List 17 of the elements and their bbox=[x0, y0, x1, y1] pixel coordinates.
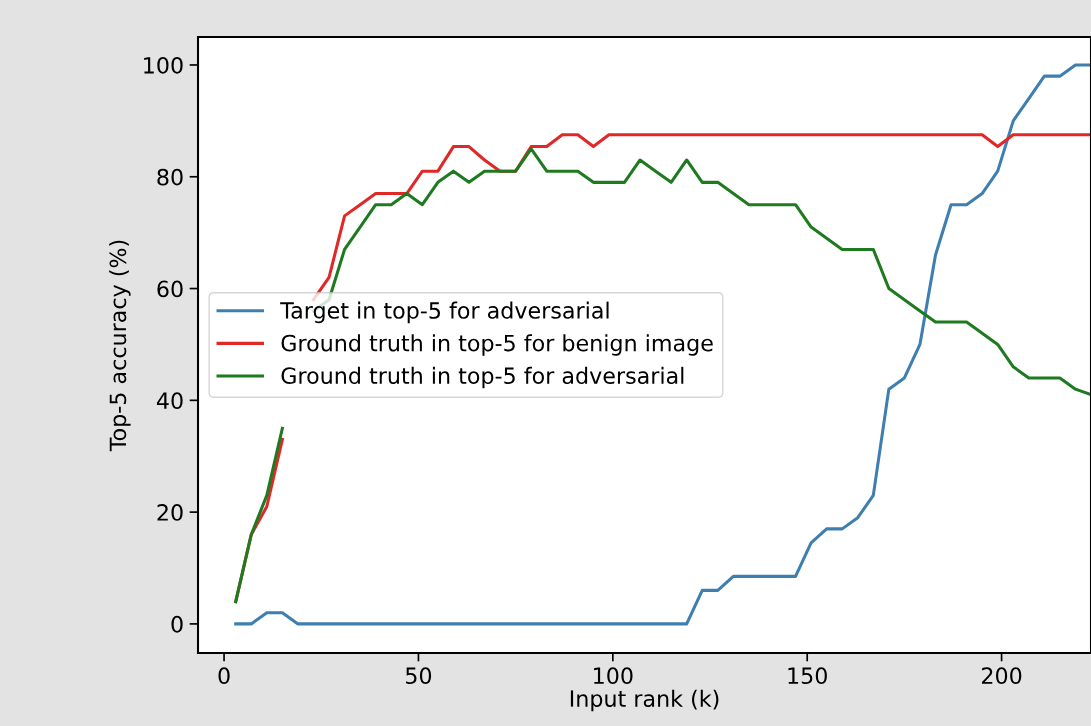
x-tick-label: 50 bbox=[406, 667, 432, 685]
legend-label: Ground truth in top-5 for adversarial bbox=[281, 366, 684, 389]
x-axis-title: Input rank (k) bbox=[570, 689, 719, 712]
line-series bbox=[234, 63, 1091, 626]
x-tick-label: 100 bbox=[594, 667, 633, 685]
y-tick-label: 0 bbox=[171, 615, 183, 633]
x-tick-label: 0 bbox=[218, 667, 230, 685]
y-tick-label: 80 bbox=[157, 168, 183, 186]
y-tick-label: 100 bbox=[144, 56, 183, 74]
y-tick-label: 20 bbox=[157, 504, 183, 521]
y-axis-title: Top-5 accuracy (%) bbox=[109, 240, 131, 452]
x-tick-label: 200 bbox=[982, 667, 1022, 685]
y-tick-label: 60 bbox=[157, 280, 183, 298]
legend-label: Ground truth in top-5 for benign image bbox=[281, 334, 713, 356]
legend-label: Target in top-5 for adversarial bbox=[280, 301, 609, 324]
y-tick-label: 40 bbox=[156, 392, 183, 410]
x-tick-label: 150 bbox=[788, 667, 827, 685]
